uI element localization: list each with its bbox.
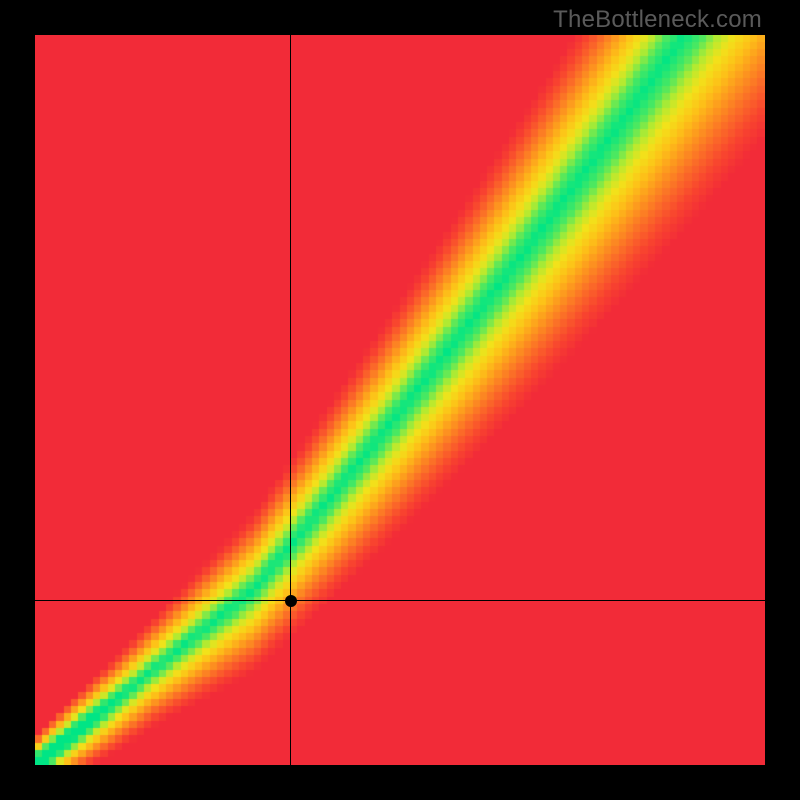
- crosshair-horizontal: [35, 600, 765, 601]
- chart-container: TheBottleneck.com: [0, 0, 800, 800]
- watermark-text: TheBottleneck.com: [553, 6, 762, 34]
- crosshair-vertical: [290, 35, 291, 765]
- plot-area: [35, 35, 765, 765]
- heatmap-canvas: [35, 35, 765, 765]
- crosshair-marker: [285, 595, 297, 607]
